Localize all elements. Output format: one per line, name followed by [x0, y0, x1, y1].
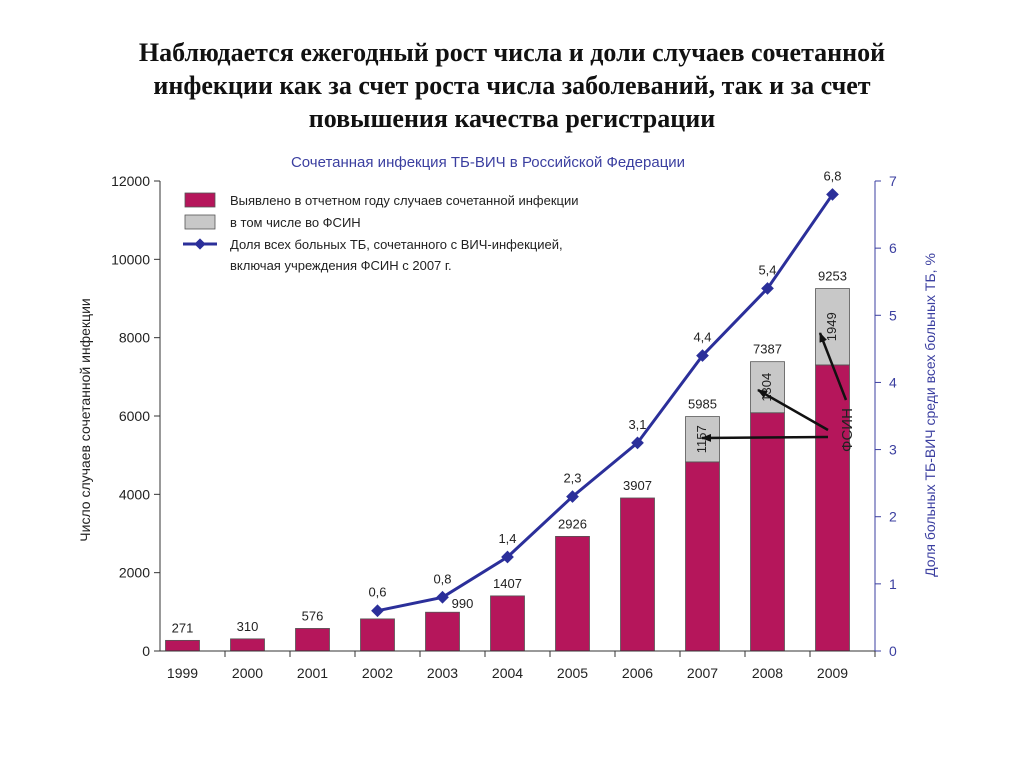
x-tick-label: 2003 — [427, 665, 458, 681]
bar-value-label: 576 — [302, 608, 324, 623]
x-tick-label: 2002 — [362, 665, 393, 681]
slide-title-line-1: Наблюдается ежегодный рост числа и доли … — [138, 38, 886, 67]
bar-fsin-label: 1157 — [694, 425, 709, 453]
fsin-annotation: ФСИН — [701, 332, 856, 452]
x-tick-label: 2000 — [232, 665, 263, 681]
line-value-label: 0,6 — [368, 585, 386, 600]
bar-fsin — [815, 288, 850, 366]
y-tick-label-right: 0 — [889, 643, 897, 659]
bar-fsin-label: 1949 — [824, 312, 839, 341]
fsin-arrow-2008 — [757, 388, 829, 432]
slide-title: Наблюдается ежегодный рост числа и доли … — [60, 36, 964, 135]
legend-label-line-2: включая учреждения ФСИН с 2007 г. — [230, 258, 452, 273]
x-tick-label: 2007 — [687, 665, 718, 681]
bar — [750, 412, 785, 652]
bar — [230, 638, 265, 652]
fsin-annotation-label: ФСИН — [839, 408, 856, 452]
bar-value-label: 5985 — [688, 397, 717, 412]
legend-label-line-1: Доля всех больных ТБ, сочетанного с ВИЧ-… — [230, 237, 563, 252]
chart-title: Сочетанная инфекция ТБ-ВИЧ в Российской … — [291, 154, 685, 171]
fsin-arrow-2009 — [818, 332, 848, 401]
x-tick-label: 2008 — [752, 665, 783, 681]
bar-value-label: 7387 — [753, 342, 782, 357]
y-tick-label-left: 6000 — [119, 408, 150, 424]
y-tick-label-left: 12000 — [111, 173, 150, 189]
x-tick-label: 2005 — [557, 665, 588, 681]
slide-title-line-2: инфекции как за счет роста числа заболев… — [153, 71, 871, 100]
y-tick-label-left: 4000 — [119, 486, 150, 502]
x-tick-label: 2006 — [622, 665, 653, 681]
bar — [815, 364, 850, 652]
bar-value-label: 271 — [172, 620, 194, 635]
y-tick-label-right: 4 — [889, 374, 897, 390]
x-tick-label: 2009 — [817, 665, 848, 681]
bar-fsin — [750, 361, 785, 414]
bar — [620, 497, 655, 652]
bar — [165, 639, 200, 652]
bar — [425, 611, 460, 652]
y-axis-title-left: Число случаев сочетанной инфекции — [77, 298, 93, 541]
y-tick-label-left: 8000 — [119, 330, 150, 346]
legend-label-fsin: в том числе во ФСИН — [230, 215, 361, 230]
line-point — [371, 604, 384, 618]
y-tick-label-left: 0 — [142, 643, 150, 659]
bar — [490, 595, 525, 652]
bar-value-label: 310 — [237, 619, 259, 634]
bar — [685, 461, 720, 652]
bar-value-label: 9253 — [818, 269, 847, 284]
y-axis-title-right: Доля больных ТБ-ВИЧ среди всех больных Т… — [922, 253, 938, 577]
line-value-label: 1,4 — [498, 531, 516, 546]
line-series — [377, 193, 834, 613]
y-tick-label-right: 1 — [889, 576, 897, 592]
bar-value-label: 2926 — [558, 516, 587, 531]
line-value-label: 3,1 — [628, 417, 646, 432]
line-value-label: 5,4 — [758, 262, 776, 277]
bar-value-label: 3907 — [623, 478, 652, 493]
legend-label-bars: Выявлено в отчетном году случаев сочетан… — [230, 193, 579, 208]
y-tick-label-right: 2 — [889, 509, 897, 525]
bar-value-label: 990 — [452, 596, 474, 611]
line-value-label: 6,8 — [823, 168, 841, 183]
y-tick-label-right: 3 — [889, 442, 897, 458]
x-tick-label: 1999 — [167, 665, 198, 681]
legend-line-marker — [194, 238, 206, 250]
y-tick-label-right: 5 — [889, 307, 897, 323]
y-tick-label-right: 7 — [889, 173, 897, 189]
legend: Выявлено в отчетном году случаев сочетан… — [183, 192, 579, 273]
slide-title-line-3: повышения качества регистрации — [308, 104, 716, 133]
y-tick-label-left: 2000 — [119, 565, 150, 581]
bar — [295, 628, 330, 652]
bar — [360, 618, 395, 652]
fsin-arrow-2007 — [701, 433, 829, 442]
line-value-label: 0,8 — [433, 571, 451, 586]
legend-swatch-fsin — [184, 214, 216, 230]
x-tick-label: 2001 — [297, 665, 328, 681]
line-value-label: 4,4 — [693, 330, 711, 345]
x-tick-label: 2004 — [492, 665, 523, 681]
legend-swatch-bars — [184, 192, 216, 208]
y-tick-label-right: 6 — [889, 240, 897, 256]
bar — [555, 535, 590, 652]
bar-fsin — [685, 416, 720, 463]
line-value-label: 2,3 — [563, 471, 581, 486]
bar-value-label: 1407 — [493, 576, 522, 591]
y-tick-label-left: 10000 — [111, 251, 150, 267]
